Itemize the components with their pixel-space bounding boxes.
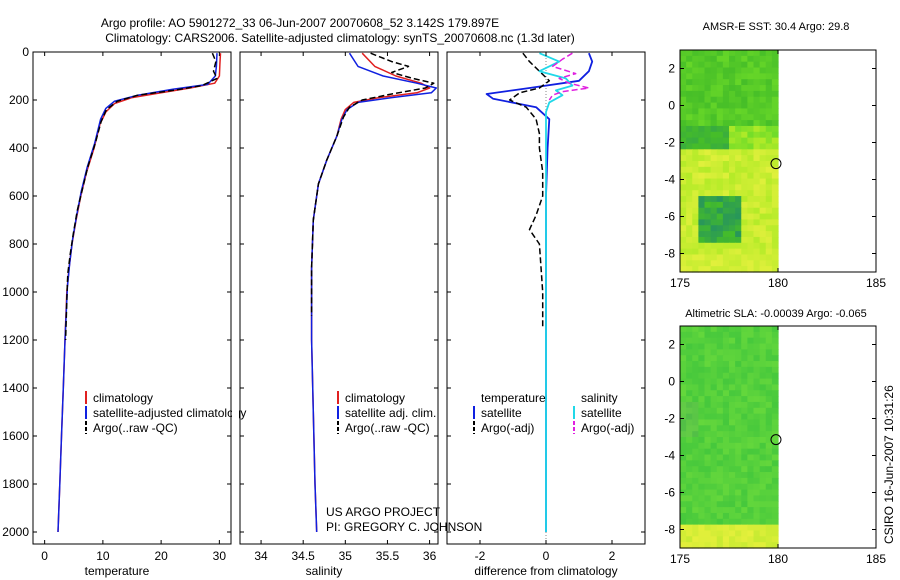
depth-tick-label: 1400 [2,381,29,395]
depth-tick-label: 1000 [2,285,29,299]
profile-axes: 0 10 20 30temperature0200400600800100012001… [2,45,645,578]
temperature-series-argo-raw-qc- [64,52,218,341]
temperature-panel-frame [32,51,232,545]
temperature-xtick-label: 20 [154,549,168,563]
legend-label-argo-sal: Argo(..raw -QC) [345,421,430,435]
legend-title-temperature: temperature [481,391,546,405]
difference-legend: temperature salinity satellite Argo(-adj… [473,391,634,435]
sla-map-xtick-label: 175 [670,552,690,566]
sst-map-ytick-label: -8 [664,247,675,261]
salinity-series-argo-raw-qc- [310,52,435,316]
sla-map-ytick-label: 2 [668,338,675,352]
sst-map-ytick-label: -6 [664,210,675,224]
salinity-xtick-label: 35 [339,549,353,563]
credit-line-2: PI: GREGORY C. JOHNSON [326,520,482,534]
sst-map-xtick-label: 185 [866,276,886,290]
sst-map: 175 180 185 2 0 -2 -4 -6 -8 [664,49,886,290]
salinity-xtick-label: 35.5 [376,549,400,563]
sla-map-ytick-label: -8 [664,523,675,537]
sst-map-ytick-label: -4 [664,173,675,187]
depth-tick-label: 400 [9,141,29,155]
salinity-xtick-label: 34.5 [292,549,316,563]
salinity-panel-frame [239,51,439,545]
legend-label-sal-argo: Argo(-adj) [581,421,634,435]
temperature-legend: climatology satellite-adjusted climatolo… [85,391,246,435]
sst-map-xtick-label: 180 [768,276,788,290]
sla-map-ytick-label: 0 [668,375,675,389]
difference-xlabel: difference from climatology [474,564,617,578]
depth-tick-label: 600 [9,189,29,203]
legend-label-argo: Argo(..raw -QC) [93,421,178,435]
credit-line-1: US ARGO PROJECT [326,505,441,519]
sst-map-xtick-label: 175 [670,276,690,290]
sla-map-ytick-label: -6 [664,486,675,500]
difference-series-temperature-satellite [485,52,594,532]
sst-argo-float-marker [770,158,782,170]
sst-map-ytick-label: -2 [664,136,675,150]
profile-curves [57,52,594,544]
difference-series-temperature-argo-adj- [508,52,551,328]
title-line-1: Argo profile: AO 5901272_33 06-Jun-2007 … [101,16,499,30]
sla-map-xtick-label: 185 [866,552,886,566]
sla-map-title: Altimetric SLA: -0.00039 Argo: -0.065 [685,308,867,320]
temperature-xtick-label: 10 [96,549,110,563]
difference-series-salinity-satellite [538,52,574,532]
legend-label-climatology-sal: climatology [345,391,405,405]
salinity-xlabel: salinity [306,564,343,578]
sst-map-ytick-label: 0 [668,99,675,113]
sla-map-xtick-label: 180 [768,552,788,566]
temperature-series-climatology [57,53,222,533]
temperature-xtick-label: 30 [213,549,227,563]
sst-map-title: AMSR-E SST: 30.4 Argo: 29.8 [703,21,850,33]
salinity-xtick-label: 36 [423,549,437,563]
temperature-xlabel: temperature [85,564,150,578]
legend-label-sal-satellite: satellite [581,406,622,420]
salinity-series-climatology [310,52,431,533]
salinity-xtick-label: 34 [254,549,268,563]
legend-label-satellite-sal: satellite adj. clim. [345,406,436,420]
depth-tick-label: 1600 [2,429,29,443]
salinity-series-satellite-adj-clim- [310,52,438,533]
legend-title-salinity: salinity [581,391,618,405]
salinity-legend: climatology satellite adj. clim. Argo(..… [337,391,436,435]
depth-tick-label: 1800 [2,477,29,491]
title-line-2: Climatology: CARS2006. Satellite-adjuste… [105,31,575,45]
csiro-timestamp: CSIRO 16-Jun-2007 10:31:26 [882,385,896,544]
legend-label-temp-argo: Argo(-adj) [481,421,534,435]
legend-label-climatology: climatology [93,391,153,405]
sla-map-ytick-label: -4 [664,449,675,463]
sla-map-cells [680,326,779,549]
legend-label-temp-satellite: satellite [481,406,522,420]
difference-xtick-label: 0 [543,549,550,563]
depth-tick-label: 800 [9,237,29,251]
depth-tick-label: 0 [22,45,29,59]
depth-tick-label: 2000 [2,525,29,539]
sla-map: 175 180 185 2 0 -2 -4 -6 -8 [664,325,886,566]
sla-map-ytick-label: -2 [664,412,675,426]
sla-argo-float-marker [770,434,782,446]
depth-tick-label: 200 [9,93,29,107]
sst-map-ytick-label: 2 [668,62,675,76]
legend-label-satellite-adjusted: satellite-adjusted climatology [93,406,246,420]
difference-xtick-label: 2 [609,549,616,563]
difference-xtick-label: -2 [475,549,486,563]
difference-series-salinity-argo-adj- [548,52,590,101]
temperature-xtick-label: 0 [41,549,48,563]
temperature-series-satellite-adjusted-climatology [57,53,218,533]
sst-map-cells [680,50,779,273]
depth-tick-label: 1200 [2,333,29,347]
